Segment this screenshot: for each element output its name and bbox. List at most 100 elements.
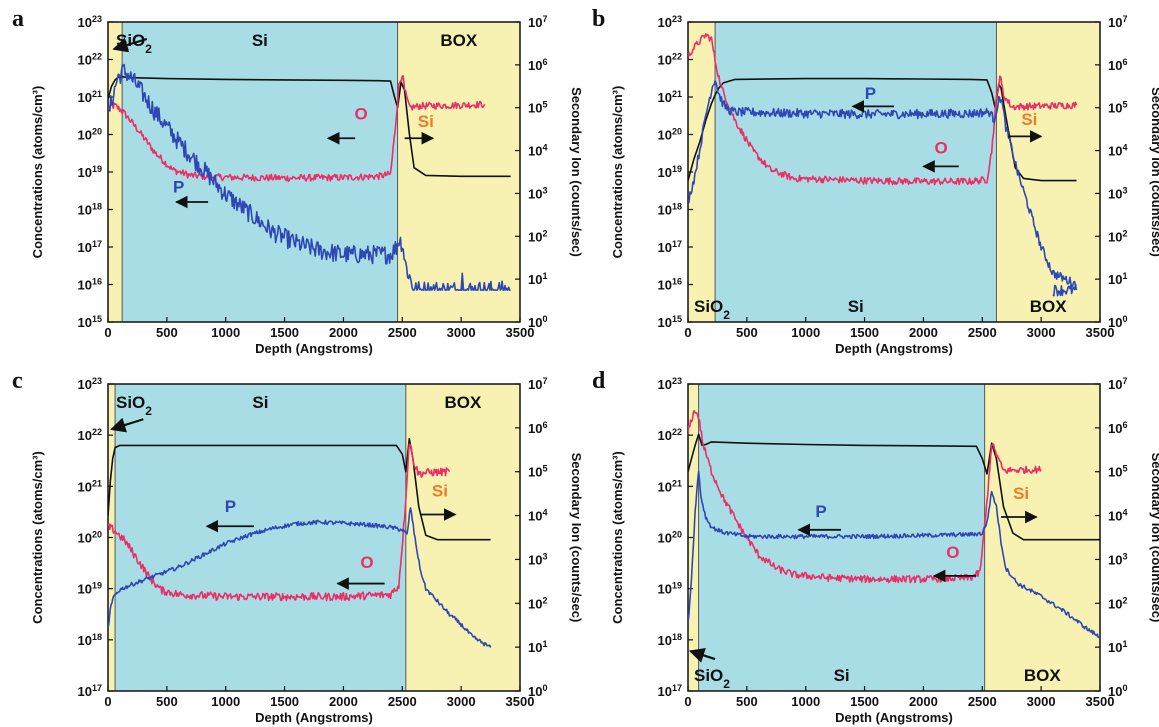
panel-d: 0 500 1000 1500 2000 2500 3000 3500 1017 1018 1019… — [592, 368, 1159, 725]
x-tick-label: 2000 — [329, 694, 358, 709]
y-tick-label-right: 106 — [528, 57, 547, 73]
y-tick-label-right: 105 — [528, 100, 547, 116]
x-tick-label: 2000 — [909, 694, 938, 709]
x-tick-label: 3000 — [447, 325, 476, 340]
y-tick-label-left: 1018 — [78, 632, 102, 648]
x-tick-label: 3000 — [1027, 694, 1056, 709]
annotation-o: O — [360, 553, 373, 572]
y-tick-label-left: 1023 — [78, 14, 102, 30]
y-tick-label-right: 101 — [1108, 639, 1127, 655]
panel-label: d — [592, 368, 606, 394]
region-label-si: Si — [848, 297, 864, 316]
x-tick-label: 3500 — [506, 325, 535, 340]
region-label-si: Si — [252, 393, 268, 412]
y-tick-label-left: 1021 — [78, 89, 102, 105]
region-label-sio2: SiO2 — [116, 393, 152, 418]
y-tick-label-left: 1017 — [78, 239, 102, 255]
y-tick-label-right: 106 — [1108, 420, 1127, 436]
series-line-p — [108, 63, 511, 291]
region-label-box: BOX — [440, 31, 478, 50]
y-tick-label-left: 1023 — [658, 376, 682, 392]
annotation-p: P — [815, 502, 826, 521]
series-line-p — [108, 507, 492, 648]
annotation-arrow — [688, 648, 716, 663]
y-tick-label-left: 1022 — [78, 52, 102, 68]
series-line-si — [688, 433, 1100, 541]
y-tick-label-left: 1018 — [658, 632, 682, 648]
annotation-o: O — [946, 543, 959, 562]
annotation-o: O — [354, 105, 367, 124]
series-line-p_tail — [1052, 284, 1078, 297]
panel-a: 0 500 1000 1500 2000 2500 3000 3500 1015 1016 1017… — [12, 6, 584, 356]
series-line-p — [688, 80, 1078, 288]
y-tick-label-right: 104 — [1108, 143, 1127, 159]
panel-c: 0 500 1000 1500 2000 2500 3000 3500 1017 1018 1019… — [12, 368, 584, 725]
y-tick-label-right: 102 — [1108, 595, 1127, 611]
region-box — [405, 384, 520, 691]
y-tick-label-left: 1020 — [658, 127, 682, 143]
annotation-si: Si — [432, 482, 448, 501]
region-label-si: Si — [252, 31, 268, 50]
y-axis-label-right: Secondary Ion (counts/sec) — [1149, 87, 1159, 257]
y-tick-label-left: 1018 — [658, 202, 682, 218]
series-line-p_spike — [460, 272, 465, 291]
x-tick-label: 3500 — [506, 694, 535, 709]
x-tick-label: 0 — [684, 694, 691, 709]
y-tick-label-right: 107 — [1108, 376, 1127, 392]
annotation-si: Si — [1013, 484, 1029, 503]
y-tick-label-left: 1016 — [658, 277, 682, 293]
x-tick-label: 0 — [104, 325, 111, 340]
y-tick-label-left: 1019 — [78, 581, 102, 597]
region-box — [397, 22, 520, 322]
region-label-sio2: SiO2 — [694, 297, 730, 322]
y-tick-label-left: 1023 — [78, 376, 102, 392]
series-line-o — [108, 443, 451, 602]
y-tick-label-right: 103 — [528, 185, 547, 201]
region-box — [996, 22, 1100, 322]
y-tick-label-right: 103 — [1108, 185, 1127, 201]
y-tick-label-right: 103 — [1108, 551, 1127, 567]
region-label-box: BOX — [1024, 666, 1062, 685]
y-axis-label-right: Secondary Ion (counts/sec) — [569, 87, 584, 257]
region-si — [115, 384, 406, 691]
x-tick-label: 3000 — [1027, 325, 1056, 340]
x-tick-label: 2500 — [968, 325, 997, 340]
y-tick-label-right: 106 — [1108, 57, 1127, 73]
y-tick-label-left: 1015 — [78, 314, 102, 330]
x-axis-label: Depth (Angstroms) — [835, 341, 953, 356]
y-axis-label-right: Secondary Ion (counts/sec) — [1149, 453, 1159, 623]
x-tick-label: 500 — [156, 694, 178, 709]
annotation-p: P — [173, 178, 184, 197]
region-si — [715, 22, 997, 322]
y-axis-label-right: Secondary Ion (counts/sec) — [569, 453, 584, 623]
y-tick-label-left: 1019 — [658, 164, 682, 180]
annotation-arrow — [112, 37, 148, 53]
annotation-p: P — [865, 84, 876, 103]
x-tick-label: 2500 — [388, 325, 417, 340]
series-line-o — [108, 75, 486, 182]
x-tick-label: 1500 — [270, 325, 299, 340]
y-tick-label-left: 1017 — [658, 239, 682, 255]
y-tick-label-left: 1018 — [78, 202, 102, 218]
y-tick-label-right: 105 — [528, 464, 547, 480]
x-tick-label: 1500 — [270, 694, 299, 709]
x-tick-label: 2000 — [909, 325, 938, 340]
series-line-p — [688, 470, 1100, 639]
y-tick-label-left: 1020 — [78, 530, 102, 546]
x-tick-label: 0 — [684, 325, 691, 340]
y-tick-label-right: 100 — [528, 683, 547, 699]
y-tick-label-right: 102 — [528, 228, 547, 244]
y-tick-label-left: 1017 — [658, 683, 682, 699]
y-tick-label-right: 104 — [1108, 508, 1127, 524]
x-tick-label: 3500 — [1086, 694, 1115, 709]
y-tick-label-right: 100 — [528, 314, 547, 330]
x-tick-label: 1000 — [211, 325, 240, 340]
y-tick-label-right: 102 — [528, 595, 547, 611]
y-tick-label-left: 1021 — [658, 89, 682, 105]
region-label-box: BOX — [1030, 297, 1068, 316]
x-tick-label: 1500 — [850, 694, 879, 709]
annotation-p: P — [225, 497, 236, 516]
x-tick-label: 2500 — [388, 694, 417, 709]
x-axis-label: Depth (Angstroms) — [255, 341, 373, 356]
